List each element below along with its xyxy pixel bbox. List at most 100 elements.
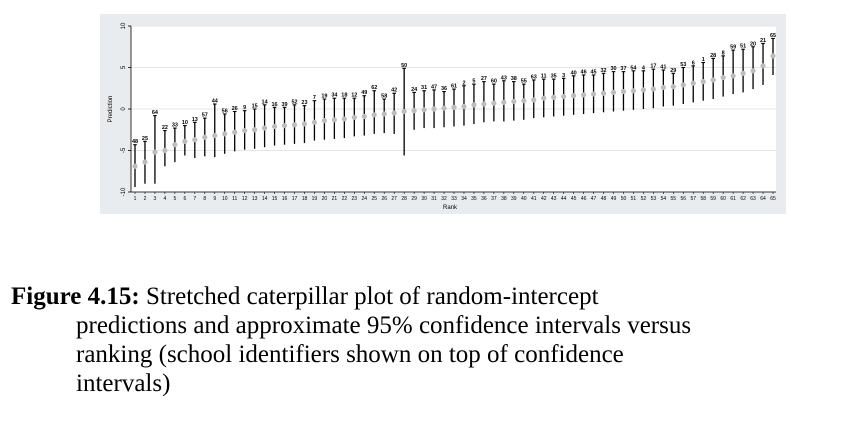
x-tick-label: 9 <box>213 196 216 202</box>
caption-line-2: predictions and approximate 95% confiden… <box>76 312 692 339</box>
school-label: 32 <box>600 68 606 74</box>
school-label: 24 <box>411 87 418 93</box>
prediction-point <box>271 123 278 130</box>
school-label: 16 <box>272 102 278 108</box>
prediction-point <box>142 159 148 165</box>
x-tick-label: 29 <box>411 196 417 202</box>
x-tick-label: 13 <box>252 196 258 202</box>
school-label: 60 <box>491 79 497 85</box>
school-label: 10 <box>182 120 188 126</box>
x-tick-label: 6 <box>183 196 186 202</box>
prediction-point <box>700 79 706 85</box>
prediction-point <box>351 114 357 120</box>
school-label: 34 <box>331 93 338 99</box>
school-label: 4 <box>642 65 646 71</box>
x-tick-label: 50 <box>621 196 627 202</box>
x-tick-label: 61 <box>730 196 736 202</box>
x-tick-label: 3 <box>154 196 157 202</box>
x-tick-label: 44 <box>561 196 567 202</box>
prediction-point <box>610 89 617 95</box>
prediction-point <box>331 117 337 123</box>
x-tick-label: 51 <box>631 196 637 202</box>
school-label: 43 <box>501 75 507 81</box>
school-label: 1 <box>702 57 705 63</box>
x-tick-label: 4 <box>164 196 167 202</box>
x-tick-label: 22 <box>342 196 348 202</box>
school-label: 41 <box>660 64 666 70</box>
prediction-point <box>660 84 666 91</box>
school-label: 61 <box>451 84 457 90</box>
prediction-point <box>232 129 238 135</box>
school-label: 36 <box>441 86 447 92</box>
x-tick-label: 56 <box>681 196 687 202</box>
prediction-point <box>571 93 577 99</box>
school-label: 28 <box>710 53 716 59</box>
prediction-point <box>162 147 168 154</box>
x-tick-label: 28 <box>401 196 407 202</box>
school-label: 26 <box>232 106 238 112</box>
school-label: 23 <box>301 100 307 106</box>
prediction-point <box>212 132 218 139</box>
prediction-point <box>252 127 258 133</box>
x-tick-label: 62 <box>740 196 746 202</box>
x-tick-label: 8 <box>203 196 206 202</box>
school-label: 35 <box>551 74 557 80</box>
x-tick-label: 41 <box>531 196 537 202</box>
prediction-point <box>551 94 557 100</box>
y-tick-label: 10 <box>121 22 127 29</box>
y-tick-label: 5 <box>121 65 127 69</box>
x-tick-label: 24 <box>362 196 368 202</box>
school-label: 53 <box>680 62 686 68</box>
x-tick-label: 36 <box>481 196 487 202</box>
prediction-point <box>182 138 188 144</box>
prediction-point <box>620 88 627 95</box>
prediction-point <box>431 106 437 112</box>
x-tick-label: 30 <box>421 196 427 202</box>
school-label: 8 <box>722 50 725 56</box>
x-tick-label: 60 <box>720 196 726 202</box>
school-label: 37 <box>620 66 626 72</box>
x-tick-label: 7 <box>193 196 196 202</box>
prediction-point <box>441 105 447 111</box>
school-label: 63 <box>531 74 537 80</box>
x-tick-label: 15 <box>272 196 278 202</box>
x-tick-label: 27 <box>391 196 397 202</box>
prediction-point <box>381 111 387 117</box>
x-tick-label: 47 <box>591 196 597 202</box>
school-label: 6 <box>692 60 695 66</box>
school-label: 52 <box>291 99 297 105</box>
x-tick-label: 35 <box>471 196 477 202</box>
figure-label: Figure 4.15: <box>11 283 140 310</box>
prediction-point <box>650 86 656 92</box>
x-tick-label: 55 <box>671 196 677 202</box>
school-label: 45 <box>591 69 597 75</box>
y-tick-label: -5 <box>121 147 127 153</box>
school-label: 21 <box>760 38 766 44</box>
school-label: 46 <box>581 69 587 75</box>
x-tick-label: 65 <box>770 196 776 202</box>
school-label: 50 <box>401 63 407 69</box>
prediction-point <box>760 63 766 69</box>
prediction-point <box>411 108 417 114</box>
x-tick-label: 12 <box>242 196 248 202</box>
prediction-point <box>132 163 138 169</box>
school-label: 13 <box>192 117 198 123</box>
caterpillar-plot: -10 -5 0 5 10 1 2 3 4 5 6 7 8 9 10 11 12 13 14 15 16 17 18 19 2… <box>100 14 786 214</box>
x-tick-label: 64 <box>760 196 766 202</box>
school-label: 59 <box>730 45 736 51</box>
x-tick-label: 10 <box>222 196 228 202</box>
prediction-point <box>172 142 178 148</box>
x-tick-label: 17 <box>292 196 298 202</box>
prediction-point <box>521 98 527 104</box>
prediction-point <box>580 92 587 98</box>
y-axis-label: Prediction <box>108 96 114 123</box>
x-tick-label: 19 <box>312 196 318 202</box>
prediction-point <box>481 101 487 107</box>
x-tick-label: 16 <box>282 196 288 202</box>
school-label: 18 <box>341 93 347 99</box>
prediction-point <box>720 74 726 81</box>
x-tick-label: 57 <box>690 196 696 202</box>
prediction-point <box>501 99 507 105</box>
prediction-point <box>541 95 547 101</box>
school-label: 57 <box>202 113 208 119</box>
